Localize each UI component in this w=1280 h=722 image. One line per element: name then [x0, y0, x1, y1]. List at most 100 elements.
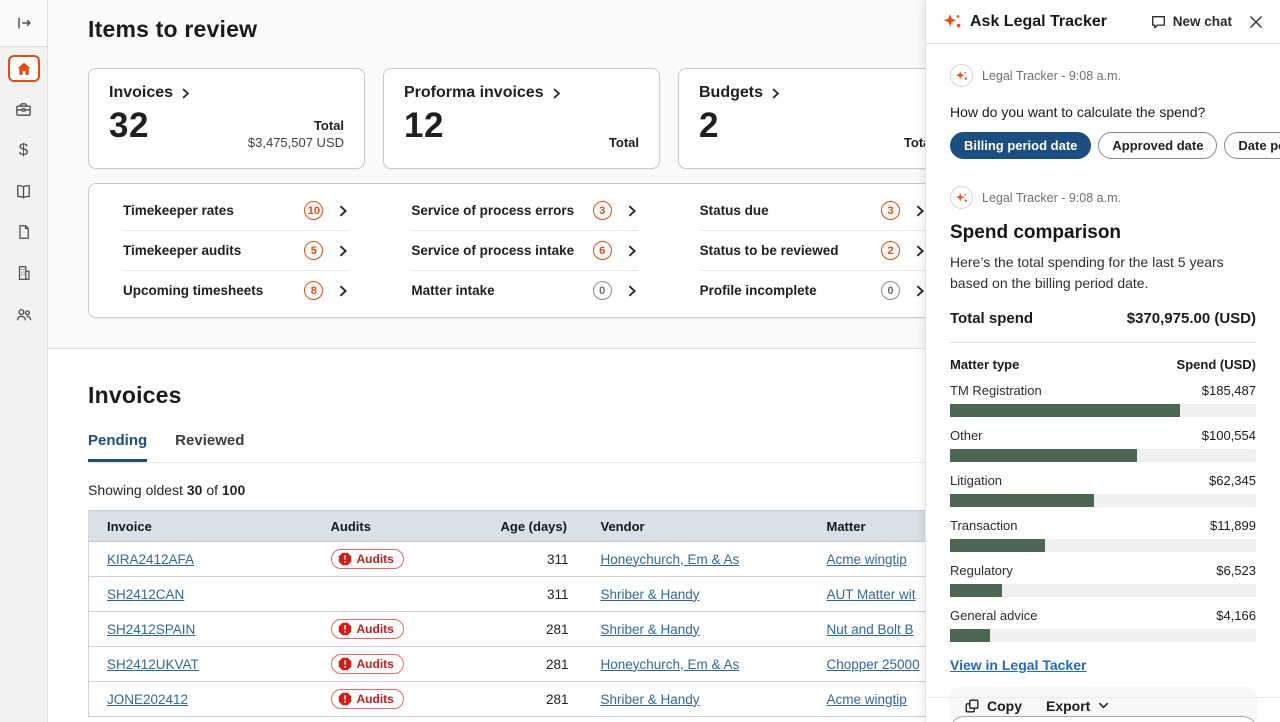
invoice-link[interactable]: SH2412SPAIN	[107, 621, 196, 637]
card-title[interactable]: Proforma invoices	[404, 84, 639, 102]
budgets-summary-card[interactable]: Budgets 2 Total	[678, 68, 955, 169]
view-in-legal-tracker-link[interactable]: View in Legal Tacker	[950, 657, 1087, 673]
review-item-timekeeper-audits[interactable]: Timekeeper audits 5	[123, 231, 350, 271]
review-item-service-of-process-errors[interactable]: Service of process errors 3	[411, 191, 638, 231]
pill-approved-date[interactable]: Approved date	[1098, 132, 1218, 159]
matter-link[interactable]: AUT Matter wit	[826, 586, 916, 602]
bar-track	[950, 629, 1256, 642]
chevron-right-icon	[914, 244, 926, 258]
matter-link[interactable]: Acme wingtip	[826, 551, 907, 567]
spend-bar-row: TM Registration $185,487	[950, 383, 1256, 417]
vendor-link[interactable]: Shriber & Handy	[600, 621, 700, 637]
bar-track	[950, 539, 1256, 552]
book-icon[interactable]	[9, 177, 39, 205]
legal-tracker-avatar	[950, 186, 973, 209]
count-badge: 2	[881, 241, 900, 260]
vendor-link[interactable]: Honeychurch, Em & As	[600, 656, 740, 672]
card-title[interactable]: Budgets	[699, 84, 934, 102]
invoice-link[interactable]: SH2412CAN	[107, 586, 185, 602]
card-count: 32	[109, 106, 149, 145]
new-chat-button[interactable]: New chat	[1150, 14, 1232, 30]
invoice-link[interactable]: SH2412UKVAT	[107, 656, 199, 672]
review-item-matter-intake[interactable]: Matter intake 0	[411, 271, 637, 310]
document-icon[interactable]	[9, 218, 39, 246]
table-row: SH2412UKVAT Audits 281 Honeychurch, Em &…	[88, 646, 1208, 682]
count-badge: 8	[304, 281, 324, 300]
chevron-right-icon	[626, 204, 638, 218]
chevron-right-icon	[914, 204, 926, 218]
chat-input[interactable]	[950, 716, 1257, 722]
pill-date-posted[interactable]: Date posted	[1224, 132, 1280, 159]
audits-badge[interactable]: Audits	[330, 549, 404, 569]
bar-value: $62,345	[1209, 473, 1256, 488]
spend-description: Here’s the total spending for the last 5…	[950, 254, 1224, 291]
spend-bar-row: Other $100,554	[950, 428, 1256, 462]
left-sidebar: $	[0, 0, 48, 722]
sparkle-icon	[942, 13, 962, 30]
tab-pending[interactable]: Pending	[88, 432, 148, 462]
column-header-vendor[interactable]: Vendor	[582, 510, 809, 542]
summary-cards-row: Invoices 32 Total $3,475,507 USD Proform…	[88, 68, 1280, 169]
review-item-status-to-be-reviewed[interactable]: Status to be reviewed 2	[699, 231, 926, 271]
spend-bar-row: Litigation $62,345	[950, 473, 1256, 507]
matter-link[interactable]: Nut and Bolt B	[826, 621, 914, 637]
tab-reviewed[interactable]: Reviewed	[175, 432, 245, 449]
audits-badge-label: Audits	[356, 692, 394, 706]
matter-link[interactable]: Acme wingtip	[826, 691, 907, 707]
review-item-label: Status due	[699, 203, 769, 218]
review-items-card: Timekeeper rates 10 Timekeeper audits 5 …	[88, 183, 955, 318]
expand-sidebar-icon[interactable]	[9, 9, 39, 37]
copy-icon	[965, 699, 979, 712]
review-item-status-due[interactable]: Status due 3	[699, 191, 926, 231]
card-total-label: Total	[313, 118, 344, 133]
review-item-profile-incomplete[interactable]: Profile incomplete 0	[700, 271, 926, 310]
people-icon[interactable]	[9, 300, 39, 328]
matter-type-header: Matter type	[950, 357, 1020, 372]
invoice-link[interactable]: KIRA2412AFA	[107, 551, 195, 567]
column-header-audits[interactable]: Audits	[312, 510, 483, 542]
review-item-timekeeper-rates[interactable]: Timekeeper rates 10	[123, 191, 350, 231]
panel-body: Legal Tracker - 9:08 a.m. How do you wan…	[926, 44, 1280, 722]
close-panel-icon[interactable]	[1248, 14, 1264, 30]
vendor-link[interactable]: Honeychurch, Em & As	[600, 551, 740, 567]
invoices-tabs: Pending Reviewed	[88, 432, 955, 463]
briefcase-icon[interactable]	[9, 95, 39, 123]
bar-label: TM Registration	[950, 383, 1042, 398]
chat-bubble-icon	[1151, 15, 1165, 28]
review-item-service-of-process-intake[interactable]: Service of process intake 6	[411, 231, 638, 271]
chevron-right-icon	[626, 244, 638, 258]
invoice-link[interactable]: JONE202412	[107, 691, 189, 707]
bar-track	[950, 404, 1256, 417]
bar-value: $185,487	[1201, 383, 1256, 398]
audits-badge[interactable]: Audits	[330, 654, 404, 674]
chevron-right-icon	[337, 244, 349, 258]
audits-badge[interactable]: Audits	[330, 619, 404, 639]
review-item-label: Status to be reviewed	[699, 243, 839, 258]
card-count: 2	[699, 106, 719, 145]
proforma-invoices-summary-card[interactable]: Proforma invoices 12 Total	[383, 68, 660, 169]
copy-button[interactable]: Copy	[964, 698, 1022, 714]
audits-badge-label: Audits	[356, 552, 394, 566]
chevron-right-icon	[337, 284, 349, 298]
review-item-upcoming-timesheets[interactable]: Upcoming timesheets 8	[123, 271, 349, 310]
home-icon[interactable]	[7, 55, 40, 82]
building-icon[interactable]	[9, 259, 39, 287]
alert-octagon-icon	[338, 552, 351, 566]
card-label: Budgets	[699, 84, 763, 101]
vendor-link[interactable]: Shriber & Handy	[600, 586, 700, 602]
audits-badge[interactable]: Audits	[330, 689, 404, 709]
column-header-invoice[interactable]: Invoice	[88, 510, 313, 542]
age-cell: 281	[482, 681, 583, 717]
dollar-spend-icon[interactable]: $	[18, 140, 29, 159]
bar-label: General advice	[950, 608, 1038, 623]
card-title[interactable]: Invoices	[109, 84, 344, 102]
total-spend-label: Total spend	[950, 310, 1034, 327]
pill-billing-period-date[interactable]: Billing period date	[950, 132, 1092, 159]
count-badge: 3	[592, 201, 612, 220]
invoices-summary-card[interactable]: Invoices 32 Total $3,475,507 USD	[88, 68, 365, 169]
bar-label: Transaction	[950, 518, 1018, 533]
matter-link[interactable]: Chopper 25000	[826, 656, 920, 672]
vendor-link[interactable]: Shriber & Handy	[600, 691, 700, 707]
export-button[interactable]: Export	[1046, 698, 1110, 714]
column-header-age[interactable]: Age (days)	[482, 510, 583, 542]
